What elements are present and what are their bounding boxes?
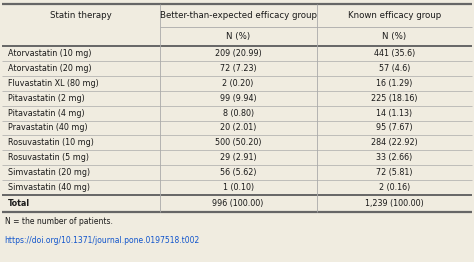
Text: Rosuvastatin (5 mg): Rosuvastatin (5 mg) bbox=[8, 153, 89, 162]
Text: 14 (1.13): 14 (1.13) bbox=[376, 108, 412, 118]
Text: 29 (2.91): 29 (2.91) bbox=[220, 153, 256, 162]
Text: Total: Total bbox=[8, 199, 30, 208]
Text: Pitavastatin (2 mg): Pitavastatin (2 mg) bbox=[8, 94, 85, 103]
Text: Atorvastatin (20 mg): Atorvastatin (20 mg) bbox=[8, 64, 91, 73]
Text: N (%): N (%) bbox=[226, 32, 250, 41]
Text: Simvastatin (20 mg): Simvastatin (20 mg) bbox=[8, 168, 90, 177]
Text: Pitavastatin (4 mg): Pitavastatin (4 mg) bbox=[8, 108, 85, 118]
Text: 2 (0.20): 2 (0.20) bbox=[222, 79, 254, 88]
Text: 225 (18.16): 225 (18.16) bbox=[371, 94, 418, 103]
Text: Fluvastatin XL (80 mg): Fluvastatin XL (80 mg) bbox=[8, 79, 99, 88]
Text: https://doi.org/10.1371/journal.pone.0197518.t002: https://doi.org/10.1371/journal.pone.019… bbox=[5, 236, 200, 245]
Text: Pravastatin (40 mg): Pravastatin (40 mg) bbox=[8, 123, 88, 133]
Text: 72 (7.23): 72 (7.23) bbox=[220, 64, 256, 73]
Text: 8 (0.80): 8 (0.80) bbox=[223, 108, 254, 118]
Text: 209 (20.99): 209 (20.99) bbox=[215, 49, 262, 58]
Text: Simvastatin (40 mg): Simvastatin (40 mg) bbox=[8, 183, 90, 192]
Text: 996 (100.00): 996 (100.00) bbox=[212, 199, 264, 208]
Text: Better-than-expected efficacy group: Better-than-expected efficacy group bbox=[160, 11, 317, 20]
Text: Atorvastatin (10 mg): Atorvastatin (10 mg) bbox=[8, 49, 91, 58]
Text: 16 (1.29): 16 (1.29) bbox=[376, 79, 412, 88]
Text: 500 (50.20): 500 (50.20) bbox=[215, 138, 262, 148]
Text: 72 (5.81): 72 (5.81) bbox=[376, 168, 412, 177]
Text: 56 (5.62): 56 (5.62) bbox=[220, 168, 256, 177]
Text: 20 (2.01): 20 (2.01) bbox=[220, 123, 256, 133]
Text: N (%): N (%) bbox=[382, 32, 406, 41]
Text: Rosuvastatin (10 mg): Rosuvastatin (10 mg) bbox=[8, 138, 94, 148]
Text: 99 (9.94): 99 (9.94) bbox=[220, 94, 256, 103]
Text: N = the number of patients.: N = the number of patients. bbox=[5, 217, 113, 226]
Text: Known efficacy group: Known efficacy group bbox=[347, 11, 441, 20]
Text: 441 (35.6): 441 (35.6) bbox=[374, 49, 415, 58]
Text: 2 (0.16): 2 (0.16) bbox=[379, 183, 410, 192]
Text: 95 (7.67): 95 (7.67) bbox=[376, 123, 412, 133]
Text: 57 (4.6): 57 (4.6) bbox=[379, 64, 410, 73]
Text: 33 (2.66): 33 (2.66) bbox=[376, 153, 412, 162]
Text: 1,239 (100.00): 1,239 (100.00) bbox=[365, 199, 424, 208]
Text: Statin therapy: Statin therapy bbox=[50, 11, 112, 20]
Text: 284 (22.92): 284 (22.92) bbox=[371, 138, 418, 148]
Text: 1 (0.10): 1 (0.10) bbox=[223, 183, 254, 192]
